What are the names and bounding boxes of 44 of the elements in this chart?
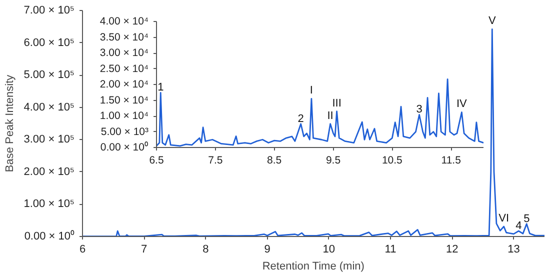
x-axis-title: Retention Time (min) (262, 260, 364, 272)
y-tick-label: 7.00 × 10⁵ (24, 4, 75, 16)
y-tick-label: 6.00 × 10⁵ (24, 36, 75, 49)
y-tick-label: 0.00 × 10⁰ (100, 142, 149, 154)
x-tick-label: 11.5 (441, 154, 462, 166)
y-tick-label: 2.00 × 10⁴ (100, 78, 148, 90)
y-tick-label: 3.50 × 10⁴ (100, 31, 148, 44)
annotation: 1 (158, 82, 164, 94)
annotation: 2 (298, 112, 304, 125)
annotation: IV (456, 98, 468, 110)
y-tick-label: 1.00 × 10⁴ (100, 110, 148, 122)
x-tick-label: 9 (264, 244, 270, 256)
x-tick-label: 10 (322, 244, 336, 256)
y-axis-title: Base Peak Intensity (4, 74, 16, 172)
y-tick-label: 5.00 × 10⁵ (24, 69, 75, 82)
x-tick-label: 7.5 (208, 154, 223, 166)
y-tick-label: 0.00 × 10⁰ (24, 230, 75, 242)
y-tick-label: 4.00 × 10⁵ (24, 101, 75, 114)
x-tick-label: 9.5 (326, 154, 341, 166)
x-tick-label: 10.5 (382, 154, 403, 166)
y-tick-label: 1.50 × 10⁴ (100, 94, 148, 106)
y-tick-label: 5.00 × 10³ (100, 126, 150, 138)
annotation: 4 (516, 220, 522, 232)
x-tick-label: 8 (202, 244, 209, 256)
x-tick-label: 6.5 (149, 154, 164, 166)
annotation: II (327, 110, 334, 122)
y-tick-label: 4.00 × 10⁴ (100, 16, 148, 28)
y-tick-label: 2.00 × 10⁵ (24, 166, 75, 178)
x-tick-label: 7 (141, 244, 148, 256)
annotation: I (310, 84, 313, 97)
x-tick-label: 11 (384, 244, 396, 256)
annotation: 5 (524, 212, 530, 225)
x-tick-label: 12 (446, 244, 458, 256)
y-tick-label: 2.50 × 10⁴ (100, 62, 148, 75)
annotation: V (488, 15, 496, 28)
x-tick-label: 13 (508, 244, 520, 256)
x-tick-label: 8.5 (267, 154, 282, 166)
x-tick-label: 6 (79, 244, 86, 256)
y-tick-label: 1.00 × 10⁵ (24, 198, 75, 210)
y-tick-label: 3.00 × 10⁵ (24, 134, 75, 146)
annotation: III (332, 97, 342, 110)
annotation: 3 (416, 104, 422, 116)
annotation: VI (498, 212, 510, 224)
y-tick-label: 3.00 × 10⁴ (100, 47, 148, 59)
